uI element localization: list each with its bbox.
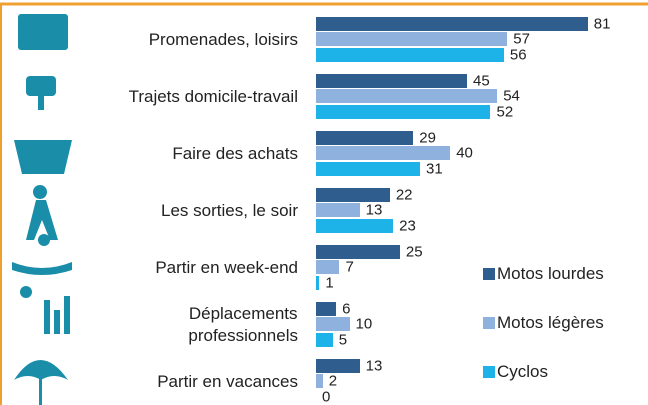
- bar: [316, 161, 421, 176]
- bar: [316, 245, 400, 259]
- legend-swatch: [483, 366, 495, 378]
- value-label: 57: [513, 30, 530, 48]
- legend-swatch: [483, 268, 495, 280]
- bar: [316, 188, 390, 202]
- icons: [12, 14, 72, 405]
- legend-swatch: [483, 317, 495, 329]
- value-label: 31: [426, 160, 443, 178]
- value-label: 13: [365, 201, 383, 219]
- legend-label: Motos lourdes: [497, 264, 604, 283]
- value-label: 52: [496, 103, 514, 121]
- category-label: Partir en vacances: [157, 371, 298, 391]
- bar: [316, 218, 394, 233]
- category-label: Les sorties, le soir: [161, 200, 298, 220]
- bar: [316, 104, 491, 119]
- bar: [316, 203, 360, 218]
- category-label: Trajets domicile-travail: [128, 86, 298, 106]
- bar: [316, 74, 467, 88]
- bar: [316, 317, 350, 332]
- bar: [316, 275, 320, 290]
- value-label: 29: [419, 129, 436, 147]
- value-label: 25: [405, 243, 423, 261]
- value-label: 45: [473, 72, 490, 90]
- value-label: 13: [365, 357, 383, 375]
- bar: [316, 131, 414, 145]
- category-label: Promenades, loisirs: [148, 29, 298, 49]
- bar: [316, 332, 333, 347]
- value-label: 40: [456, 144, 473, 162]
- bar: [316, 47, 504, 62]
- value-label: 81: [593, 15, 611, 33]
- value-label: 0: [322, 388, 331, 405]
- bar: [316, 32, 508, 47]
- bar: [316, 17, 588, 31]
- value-label: 5: [338, 331, 348, 349]
- value-label: 23: [399, 217, 416, 235]
- value-label: 6: [342, 300, 351, 318]
- category-label: Partir en week-end: [155, 257, 298, 277]
- bar: [316, 89, 498, 104]
- value-label: 54: [503, 87, 520, 105]
- value-label: 7: [345, 258, 354, 276]
- legend-label: Cyclos: [497, 362, 549, 381]
- value-label: 2: [328, 372, 338, 390]
- value-label: 56: [509, 46, 527, 64]
- bar: [316, 146, 451, 161]
- legend-label: Motos légères: [497, 313, 604, 332]
- value-label: 10: [355, 315, 373, 333]
- category-label: Déplacements professionnels: [188, 303, 298, 345]
- bar: [316, 260, 340, 275]
- category-label: Faire des achats: [172, 143, 298, 163]
- bar: [316, 302, 337, 316]
- bar: [316, 374, 323, 389]
- bar: [316, 359, 360, 373]
- value-label: 1: [325, 274, 334, 292]
- value-label: 22: [395, 186, 413, 204]
